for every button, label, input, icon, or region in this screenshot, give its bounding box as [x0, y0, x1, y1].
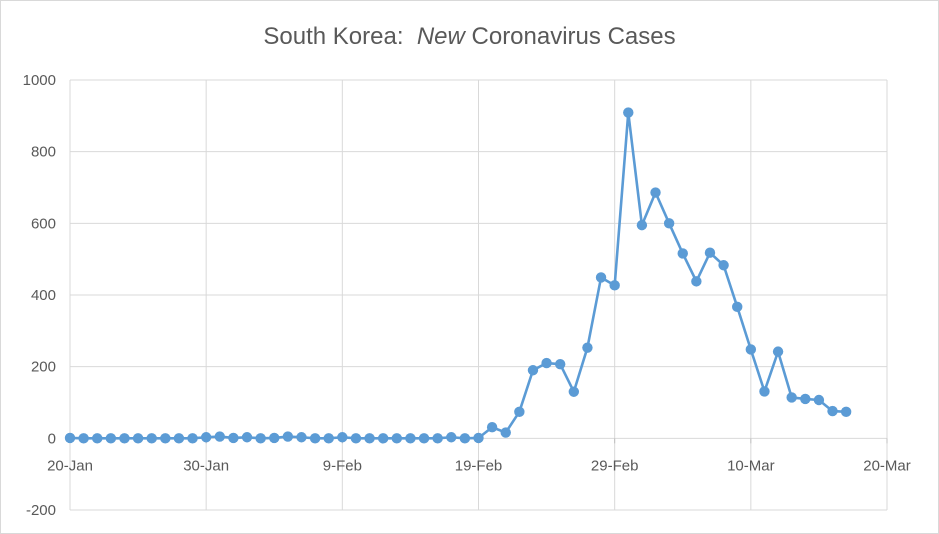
data-point: [595, 272, 607, 283]
data-point: [568, 386, 580, 397]
y-tick-label: 0: [48, 430, 56, 447]
data-point: [187, 433, 198, 444]
data-point: [309, 433, 321, 444]
data-point: [64, 432, 76, 444]
x-tick-label: 30-Jan: [183, 457, 229, 474]
data-point: [228, 432, 239, 444]
data-point: [405, 433, 416, 444]
data-point: [718, 260, 729, 271]
chart-title-suffix: Coronavirus Cases: [464, 23, 676, 50]
data-point: [840, 406, 852, 418]
data-point: [446, 432, 457, 443]
data-point: [486, 422, 498, 433]
x-tick-label: 19-Feb: [455, 457, 503, 474]
data-point: [92, 433, 103, 444]
data-point: [323, 433, 334, 444]
data-point: [636, 219, 648, 231]
y-tick-label: 800: [31, 144, 56, 161]
data-point: [691, 276, 702, 287]
y-tick-label: -200: [26, 502, 56, 519]
data-point: [418, 433, 430, 444]
data-point: [173, 433, 185, 444]
x-tick-label: 10-Mar: [727, 457, 775, 474]
data-point: [555, 358, 566, 370]
data-point: [704, 247, 716, 258]
data-point: [364, 433, 375, 444]
data-point: [582, 342, 593, 353]
data-point: [609, 280, 620, 291]
data-point: [786, 392, 797, 403]
data-point: [759, 386, 770, 397]
y-tick-label: 200: [31, 359, 56, 376]
data-point: [459, 433, 471, 444]
x-tick-label: 20-Mar: [863, 457, 911, 474]
data-point: [732, 301, 743, 313]
chart-title: South Korea: New Coronavirus Cases: [1, 23, 938, 51]
data-point: [214, 431, 225, 442]
data-point: [772, 346, 784, 357]
data-point: [296, 432, 307, 443]
data-point: [541, 357, 552, 369]
data-point: [282, 431, 294, 442]
x-tick-label: 29-Feb: [591, 457, 639, 474]
data-point: [663, 218, 675, 229]
data-point: [391, 433, 402, 444]
data-point: [146, 433, 157, 444]
data-point: [745, 344, 757, 355]
data-point: [473, 432, 484, 444]
data-point: [527, 365, 539, 376]
data-point: [132, 433, 144, 444]
data-point: [800, 393, 811, 405]
chart-title-emphasis: New: [416, 23, 465, 50]
data-point: [677, 248, 688, 259]
x-tick-label: 9-Feb: [323, 457, 362, 474]
data-point: [200, 432, 212, 443]
y-tick-label: 600: [31, 215, 56, 232]
data-point: [241, 432, 253, 443]
x-tick-label: 20-Jan: [47, 457, 93, 474]
data-point: [255, 433, 266, 444]
data-point: [105, 433, 117, 444]
data-point: [514, 406, 525, 418]
data-point: [377, 433, 389, 444]
data-point: [827, 405, 838, 417]
data-point: [432, 433, 443, 444]
data-point: [160, 433, 171, 444]
series-line: [68, 111, 848, 440]
data-point: [78, 433, 89, 444]
data-point: [350, 433, 362, 444]
data-point: [269, 432, 280, 444]
y-tick-label: 1000: [23, 72, 56, 89]
data-point: [813, 394, 825, 406]
data-point: [623, 107, 634, 118]
chart-title-prefix: South Korea:: [263, 23, 417, 50]
y-tick-label: 400: [31, 287, 56, 304]
data-point: [119, 433, 130, 444]
data-point: [337, 432, 348, 443]
data-point: [650, 187, 661, 198]
data-point: [500, 427, 511, 438]
